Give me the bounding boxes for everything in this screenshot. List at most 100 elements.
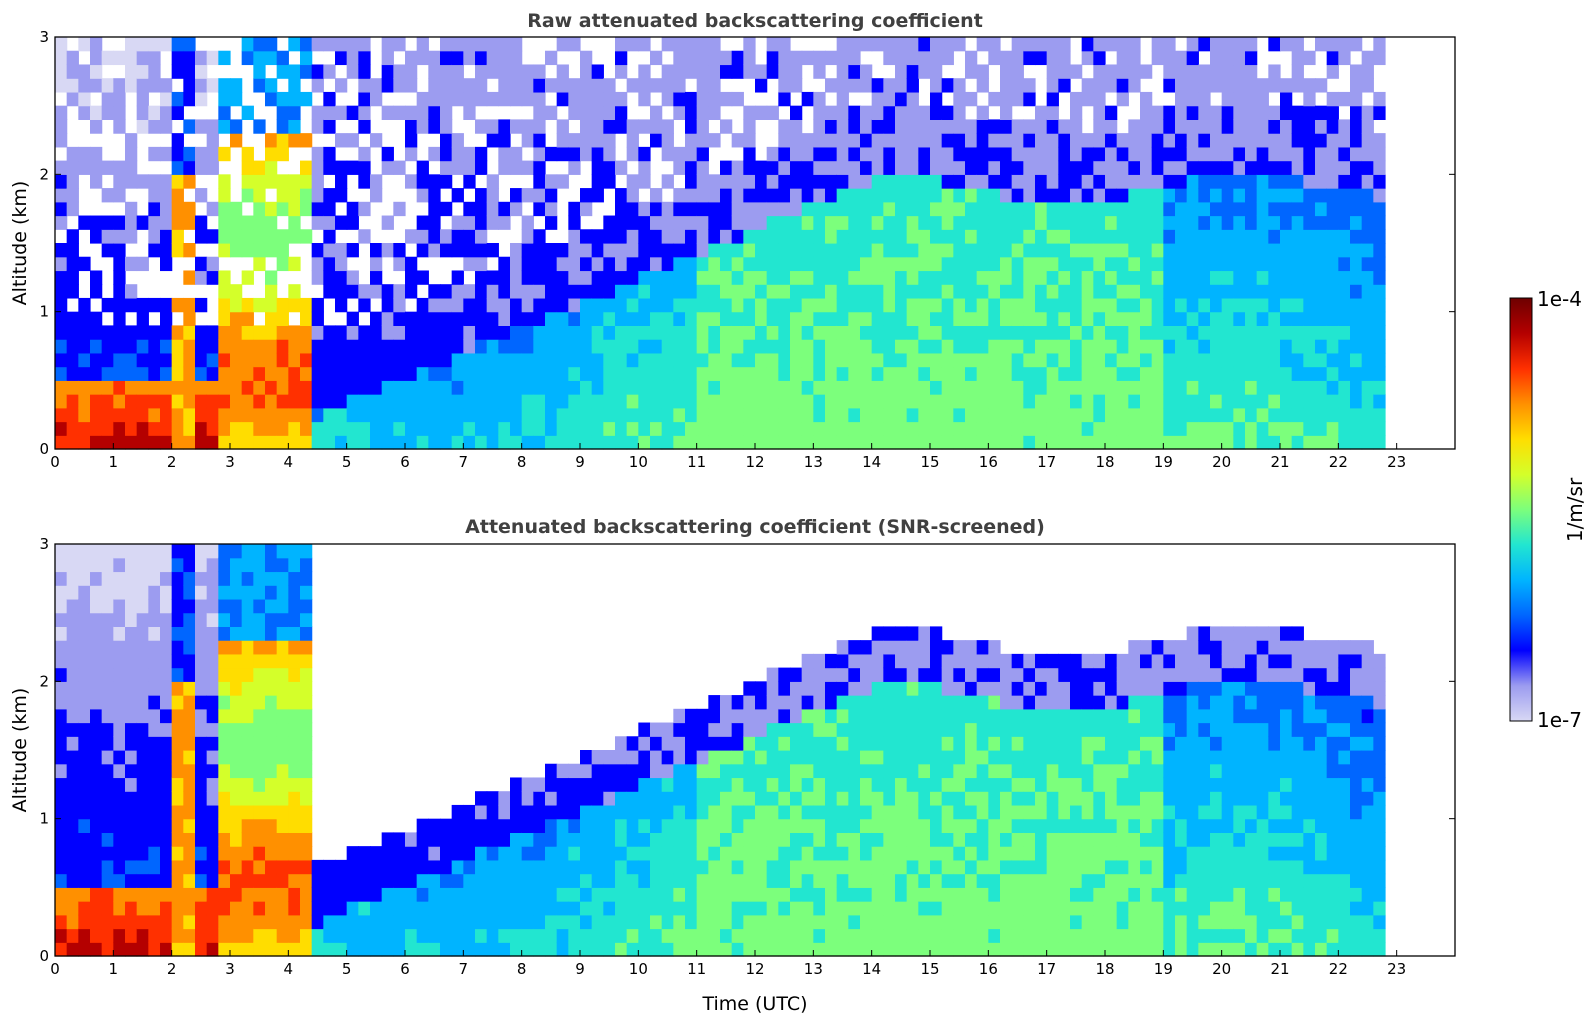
heatmap-cell <box>1291 421 1304 436</box>
heatmap-cell <box>813 339 826 354</box>
heatmap-cell <box>813 887 826 902</box>
heatmap-cell <box>475 791 488 806</box>
heatmap-cell <box>78 571 91 586</box>
heatmap-cell <box>1198 270 1211 285</box>
heatmap-cell <box>626 791 639 806</box>
heatmap-cell <box>1186 64 1199 79</box>
heatmap-cell <box>498 901 511 916</box>
heatmap-cell <box>801 174 814 189</box>
heatmap-cell <box>1210 229 1223 244</box>
heatmap-cell <box>171 407 184 423</box>
heatmap-cell <box>720 763 733 779</box>
heatmap-cell <box>930 284 943 299</box>
heatmap-cell <box>1046 887 1059 902</box>
heatmap-cell <box>370 859 383 875</box>
heatmap-cell <box>1081 407 1094 423</box>
heatmap-cell <box>941 708 954 724</box>
heatmap-cell <box>825 407 838 423</box>
heatmap-cell <box>580 873 593 888</box>
heatmap-cell <box>591 791 604 806</box>
heatmap-cell <box>755 229 768 244</box>
heatmap-cell <box>1046 64 1059 79</box>
heatmap-cell <box>300 339 313 354</box>
heatmap-cell <box>183 681 196 696</box>
heatmap-cell <box>1373 352 1386 368</box>
heatmap-cell <box>276 297 289 313</box>
heatmap-cell <box>393 352 406 368</box>
heatmap-cell <box>1338 91 1351 107</box>
heatmap-cell <box>988 380 1001 395</box>
heatmap-cell <box>101 722 114 737</box>
heatmap-cell <box>241 50 254 66</box>
heatmap-cell <box>381 284 394 299</box>
heatmap-cell <box>218 914 231 930</box>
heatmap-cell <box>1198 256 1211 272</box>
heatmap-cell <box>1058 380 1071 395</box>
heatmap-cell <box>1011 777 1024 792</box>
heatmap-cell <box>323 188 336 203</box>
heatmap-cell <box>626 407 639 423</box>
heatmap-cell <box>836 352 849 368</box>
heatmap-cell <box>1105 846 1118 861</box>
heatmap-cell <box>1210 339 1223 354</box>
heatmap-cell <box>55 133 68 148</box>
heatmap-cell <box>1373 37 1386 52</box>
heatmap-cell <box>253 750 266 765</box>
heatmap-cell <box>1070 435 1083 450</box>
heatmap-cell <box>1035 695 1048 710</box>
heatmap-cell <box>895 708 908 724</box>
heatmap-cell <box>1093 284 1106 299</box>
heatmap-cell <box>1256 146 1269 162</box>
heatmap-cell <box>1373 435 1386 450</box>
heatmap-cell <box>533 297 546 313</box>
heatmap-cell <box>486 215 499 230</box>
heatmap-cell <box>988 270 1001 285</box>
heatmap-cell <box>393 928 406 943</box>
heatmap-cell <box>1116 146 1129 162</box>
heatmap-cell <box>241 887 254 902</box>
heatmap-cell <box>533 78 546 93</box>
heatmap-cell <box>825 914 838 930</box>
heatmap-cell <box>918 105 931 120</box>
heatmap-cell <box>370 421 383 436</box>
heatmap-cell <box>160 119 173 134</box>
heatmap-cell <box>650 887 663 902</box>
heatmap-cell <box>1140 750 1153 765</box>
heatmap-cell <box>941 325 954 340</box>
heatmap-cell <box>241 557 254 573</box>
heatmap-cell <box>1035 105 1048 120</box>
heatmap-cell <box>475 873 488 888</box>
heatmap-cell <box>918 352 931 368</box>
heatmap-cell <box>1011 818 1024 833</box>
heatmap-cell <box>603 832 616 847</box>
heatmap-cell <box>405 380 418 395</box>
heatmap-cell <box>953 763 966 779</box>
heatmap-cell <box>160 681 173 696</box>
heatmap-cell <box>685 832 698 847</box>
heatmap-cell <box>463 91 476 107</box>
heatmap-cell <box>603 407 616 423</box>
heatmap-cell <box>1186 297 1199 313</box>
heatmap-cell <box>136 859 149 875</box>
heatmap-cell <box>358 146 371 162</box>
heatmap-cell <box>1105 901 1118 916</box>
heatmap-cell <box>101 366 114 381</box>
heatmap-cell <box>731 873 744 888</box>
heatmap-cell <box>696 750 709 765</box>
heatmap-cell <box>125 763 138 779</box>
heatmap-cell <box>533 394 546 409</box>
heatmap-cell <box>1245 325 1258 340</box>
heatmap-cell <box>1350 201 1363 217</box>
heatmap-cell <box>743 804 756 820</box>
heatmap-cell <box>860 640 873 655</box>
heatmap-cell <box>253 708 266 724</box>
heatmap-cell <box>766 736 779 751</box>
heatmap-cell <box>183 435 196 450</box>
heatmap-cell <box>1011 284 1024 299</box>
heatmap-cell <box>288 736 301 751</box>
heatmap-cell <box>451 64 464 79</box>
heatmap-cell <box>90 50 103 66</box>
heatmap-cell <box>813 914 826 930</box>
heatmap-cell <box>603 873 616 888</box>
heatmap-cell <box>66 243 79 258</box>
